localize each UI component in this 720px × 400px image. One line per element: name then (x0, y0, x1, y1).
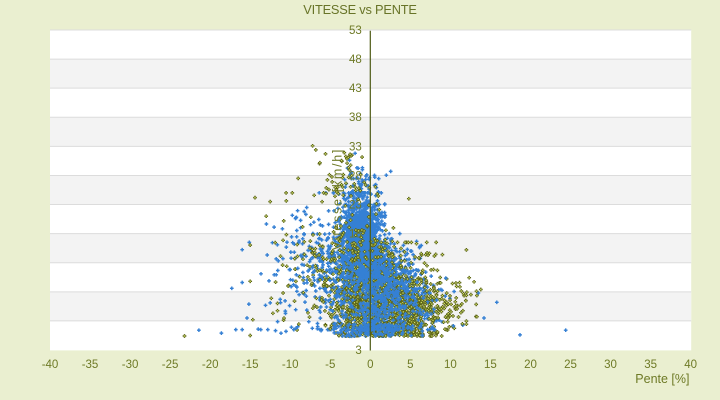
svg-text:15: 15 (484, 359, 497, 371)
svg-text:43: 43 (349, 83, 362, 95)
svg-text:23: 23 (349, 199, 362, 211)
svg-text:20: 20 (524, 359, 537, 371)
svg-text:-10: -10 (282, 359, 299, 371)
svg-text:25: 25 (564, 359, 577, 371)
svg-text:5: 5 (407, 359, 413, 371)
svg-text:-40: -40 (42, 359, 59, 371)
svg-text:-20: -20 (202, 359, 219, 371)
svg-text:Pente [%]: Pente [%] (635, 372, 689, 386)
svg-text:-35: -35 (82, 359, 99, 371)
svg-text:-5: -5 (325, 359, 335, 371)
svg-text:33: 33 (349, 141, 362, 153)
svg-text:35: 35 (644, 359, 657, 371)
svg-text:10: 10 (444, 359, 457, 371)
svg-text:30: 30 (604, 359, 617, 371)
svg-text:0: 0 (367, 359, 373, 371)
svg-text:40: 40 (684, 359, 697, 371)
svg-text:38: 38 (349, 112, 362, 124)
svg-text:48: 48 (349, 54, 362, 66)
svg-text:3: 3 (355, 345, 361, 357)
svg-text:-30: -30 (122, 359, 139, 371)
svg-text:53: 53 (349, 25, 362, 37)
svg-text:VITESSE vs PENTE: VITESSE vs PENTE (303, 2, 416, 17)
svg-text:-15: -15 (242, 359, 259, 371)
svg-text:-25: -25 (162, 359, 179, 371)
